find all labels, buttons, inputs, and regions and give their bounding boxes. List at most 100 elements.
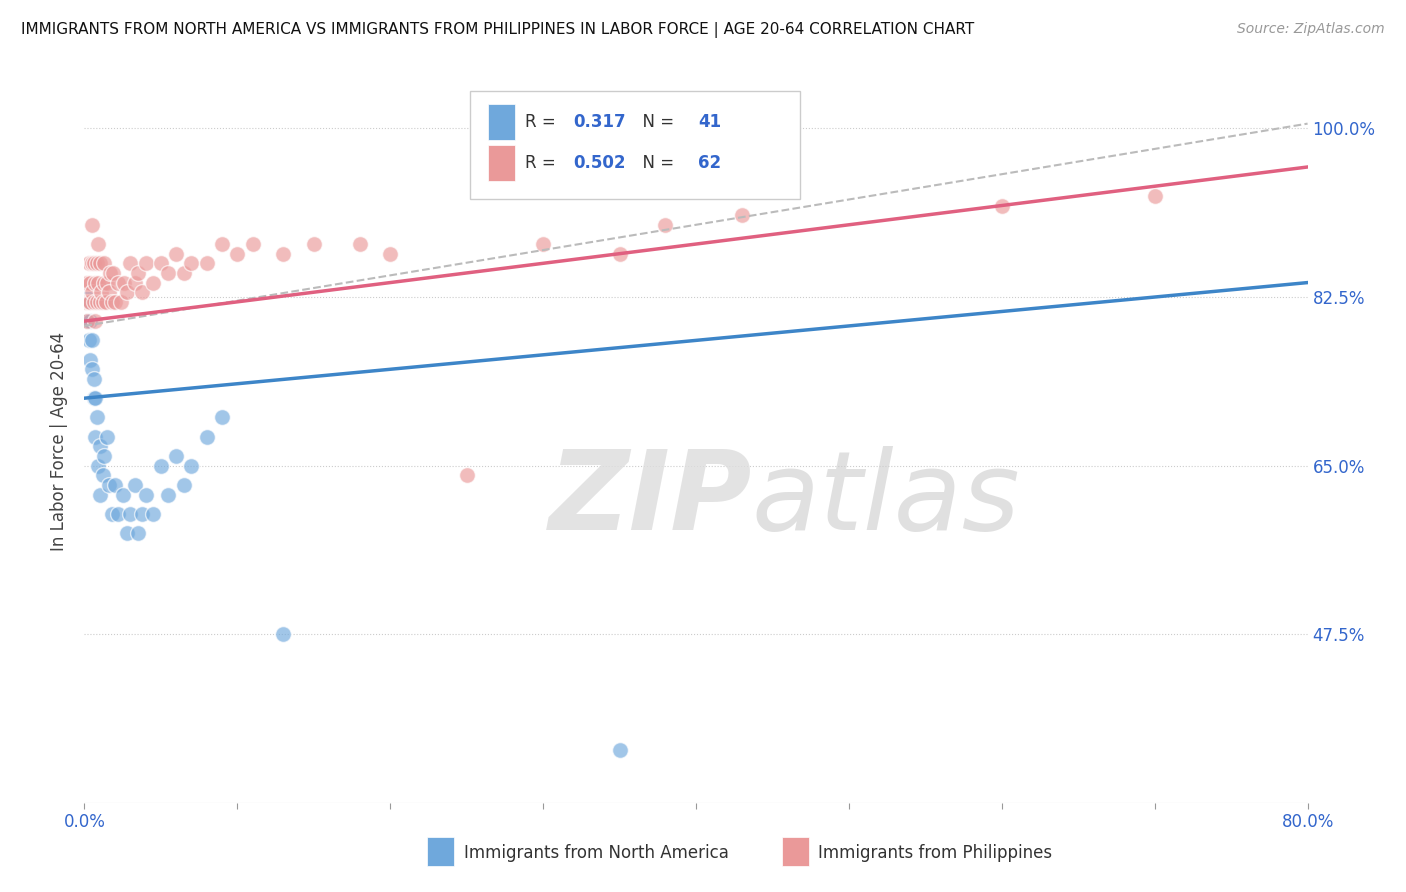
- Text: N =: N =: [633, 154, 679, 172]
- Point: [101, 294, 124, 309]
- Point: [96, 430, 118, 444]
- Point: [89, 256, 111, 270]
- Text: 41: 41: [699, 113, 721, 131]
- Point: [111, 487, 134, 501]
- Bar: [782, 838, 808, 866]
- Point: [211, 410, 233, 425]
- Point: [76, 294, 98, 309]
- Text: Immigrants from North America: Immigrants from North America: [464, 845, 728, 863]
- Bar: [488, 145, 515, 181]
- Point: [83, 256, 105, 270]
- Point: [76, 276, 98, 290]
- Point: [90, 285, 112, 300]
- Point: [84, 276, 107, 290]
- Point: [991, 198, 1014, 212]
- Bar: [427, 838, 454, 866]
- Text: ZIP: ZIP: [550, 446, 752, 553]
- Text: atlas: atlas: [751, 446, 1019, 553]
- Point: [97, 285, 120, 300]
- Point: [103, 266, 125, 280]
- Point: [302, 237, 325, 252]
- Point: [79, 314, 101, 328]
- Point: [531, 237, 554, 252]
- Point: [380, 246, 402, 260]
- Point: [75, 276, 97, 290]
- Point: [80, 218, 103, 232]
- Point: [120, 507, 142, 521]
- Point: [77, 334, 100, 348]
- Point: [98, 266, 121, 280]
- Point: [87, 237, 110, 252]
- Point: [142, 276, 165, 290]
- Point: [180, 458, 202, 473]
- Point: [89, 487, 111, 501]
- Text: Immigrants from Philippines: Immigrants from Philippines: [818, 845, 1053, 863]
- Point: [80, 362, 103, 376]
- Point: [97, 478, 120, 492]
- Point: [149, 458, 172, 473]
- FancyBboxPatch shape: [470, 91, 800, 200]
- Point: [195, 256, 218, 270]
- Point: [79, 276, 101, 290]
- Point: [609, 743, 631, 757]
- Point: [83, 372, 105, 386]
- Point: [124, 276, 146, 290]
- Point: [127, 526, 149, 541]
- Text: 0.317: 0.317: [574, 113, 626, 131]
- Point: [242, 237, 264, 252]
- Point: [86, 410, 108, 425]
- Point: [654, 218, 676, 232]
- Point: [165, 449, 187, 463]
- Point: [104, 294, 127, 309]
- Point: [127, 266, 149, 280]
- Point: [157, 487, 180, 501]
- Point: [124, 478, 146, 492]
- Point: [226, 246, 249, 260]
- Point: [80, 285, 103, 300]
- Point: [211, 237, 233, 252]
- Point: [80, 256, 103, 270]
- Point: [84, 391, 107, 405]
- Point: [93, 276, 115, 290]
- Text: 62: 62: [699, 154, 721, 172]
- Point: [173, 266, 195, 280]
- Text: R =: R =: [524, 113, 561, 131]
- Point: [93, 256, 115, 270]
- Point: [94, 294, 117, 309]
- Point: [75, 294, 97, 309]
- Point: [165, 246, 187, 260]
- Point: [107, 276, 129, 290]
- Point: [135, 256, 157, 270]
- Point: [96, 276, 118, 290]
- Point: [112, 276, 135, 290]
- Point: [131, 285, 153, 300]
- Point: [135, 487, 157, 501]
- Point: [173, 478, 195, 492]
- Point: [89, 439, 111, 453]
- Point: [79, 352, 101, 367]
- Text: Source: ZipAtlas.com: Source: ZipAtlas.com: [1237, 22, 1385, 37]
- Point: [79, 294, 101, 309]
- Point: [89, 294, 111, 309]
- Point: [93, 449, 115, 463]
- Point: [609, 246, 631, 260]
- Point: [77, 256, 100, 270]
- Point: [110, 294, 132, 309]
- Point: [120, 256, 142, 270]
- Point: [104, 478, 127, 492]
- Point: [115, 526, 138, 541]
- Point: [86, 294, 108, 309]
- Point: [75, 290, 97, 304]
- Point: [76, 314, 98, 328]
- Point: [87, 458, 110, 473]
- Point: [195, 430, 218, 444]
- Point: [91, 468, 114, 483]
- Point: [149, 256, 172, 270]
- Point: [86, 256, 108, 270]
- Point: [271, 246, 294, 260]
- Text: N =: N =: [633, 113, 679, 131]
- Point: [180, 256, 202, 270]
- Point: [115, 285, 138, 300]
- Point: [131, 507, 153, 521]
- Point: [77, 294, 100, 309]
